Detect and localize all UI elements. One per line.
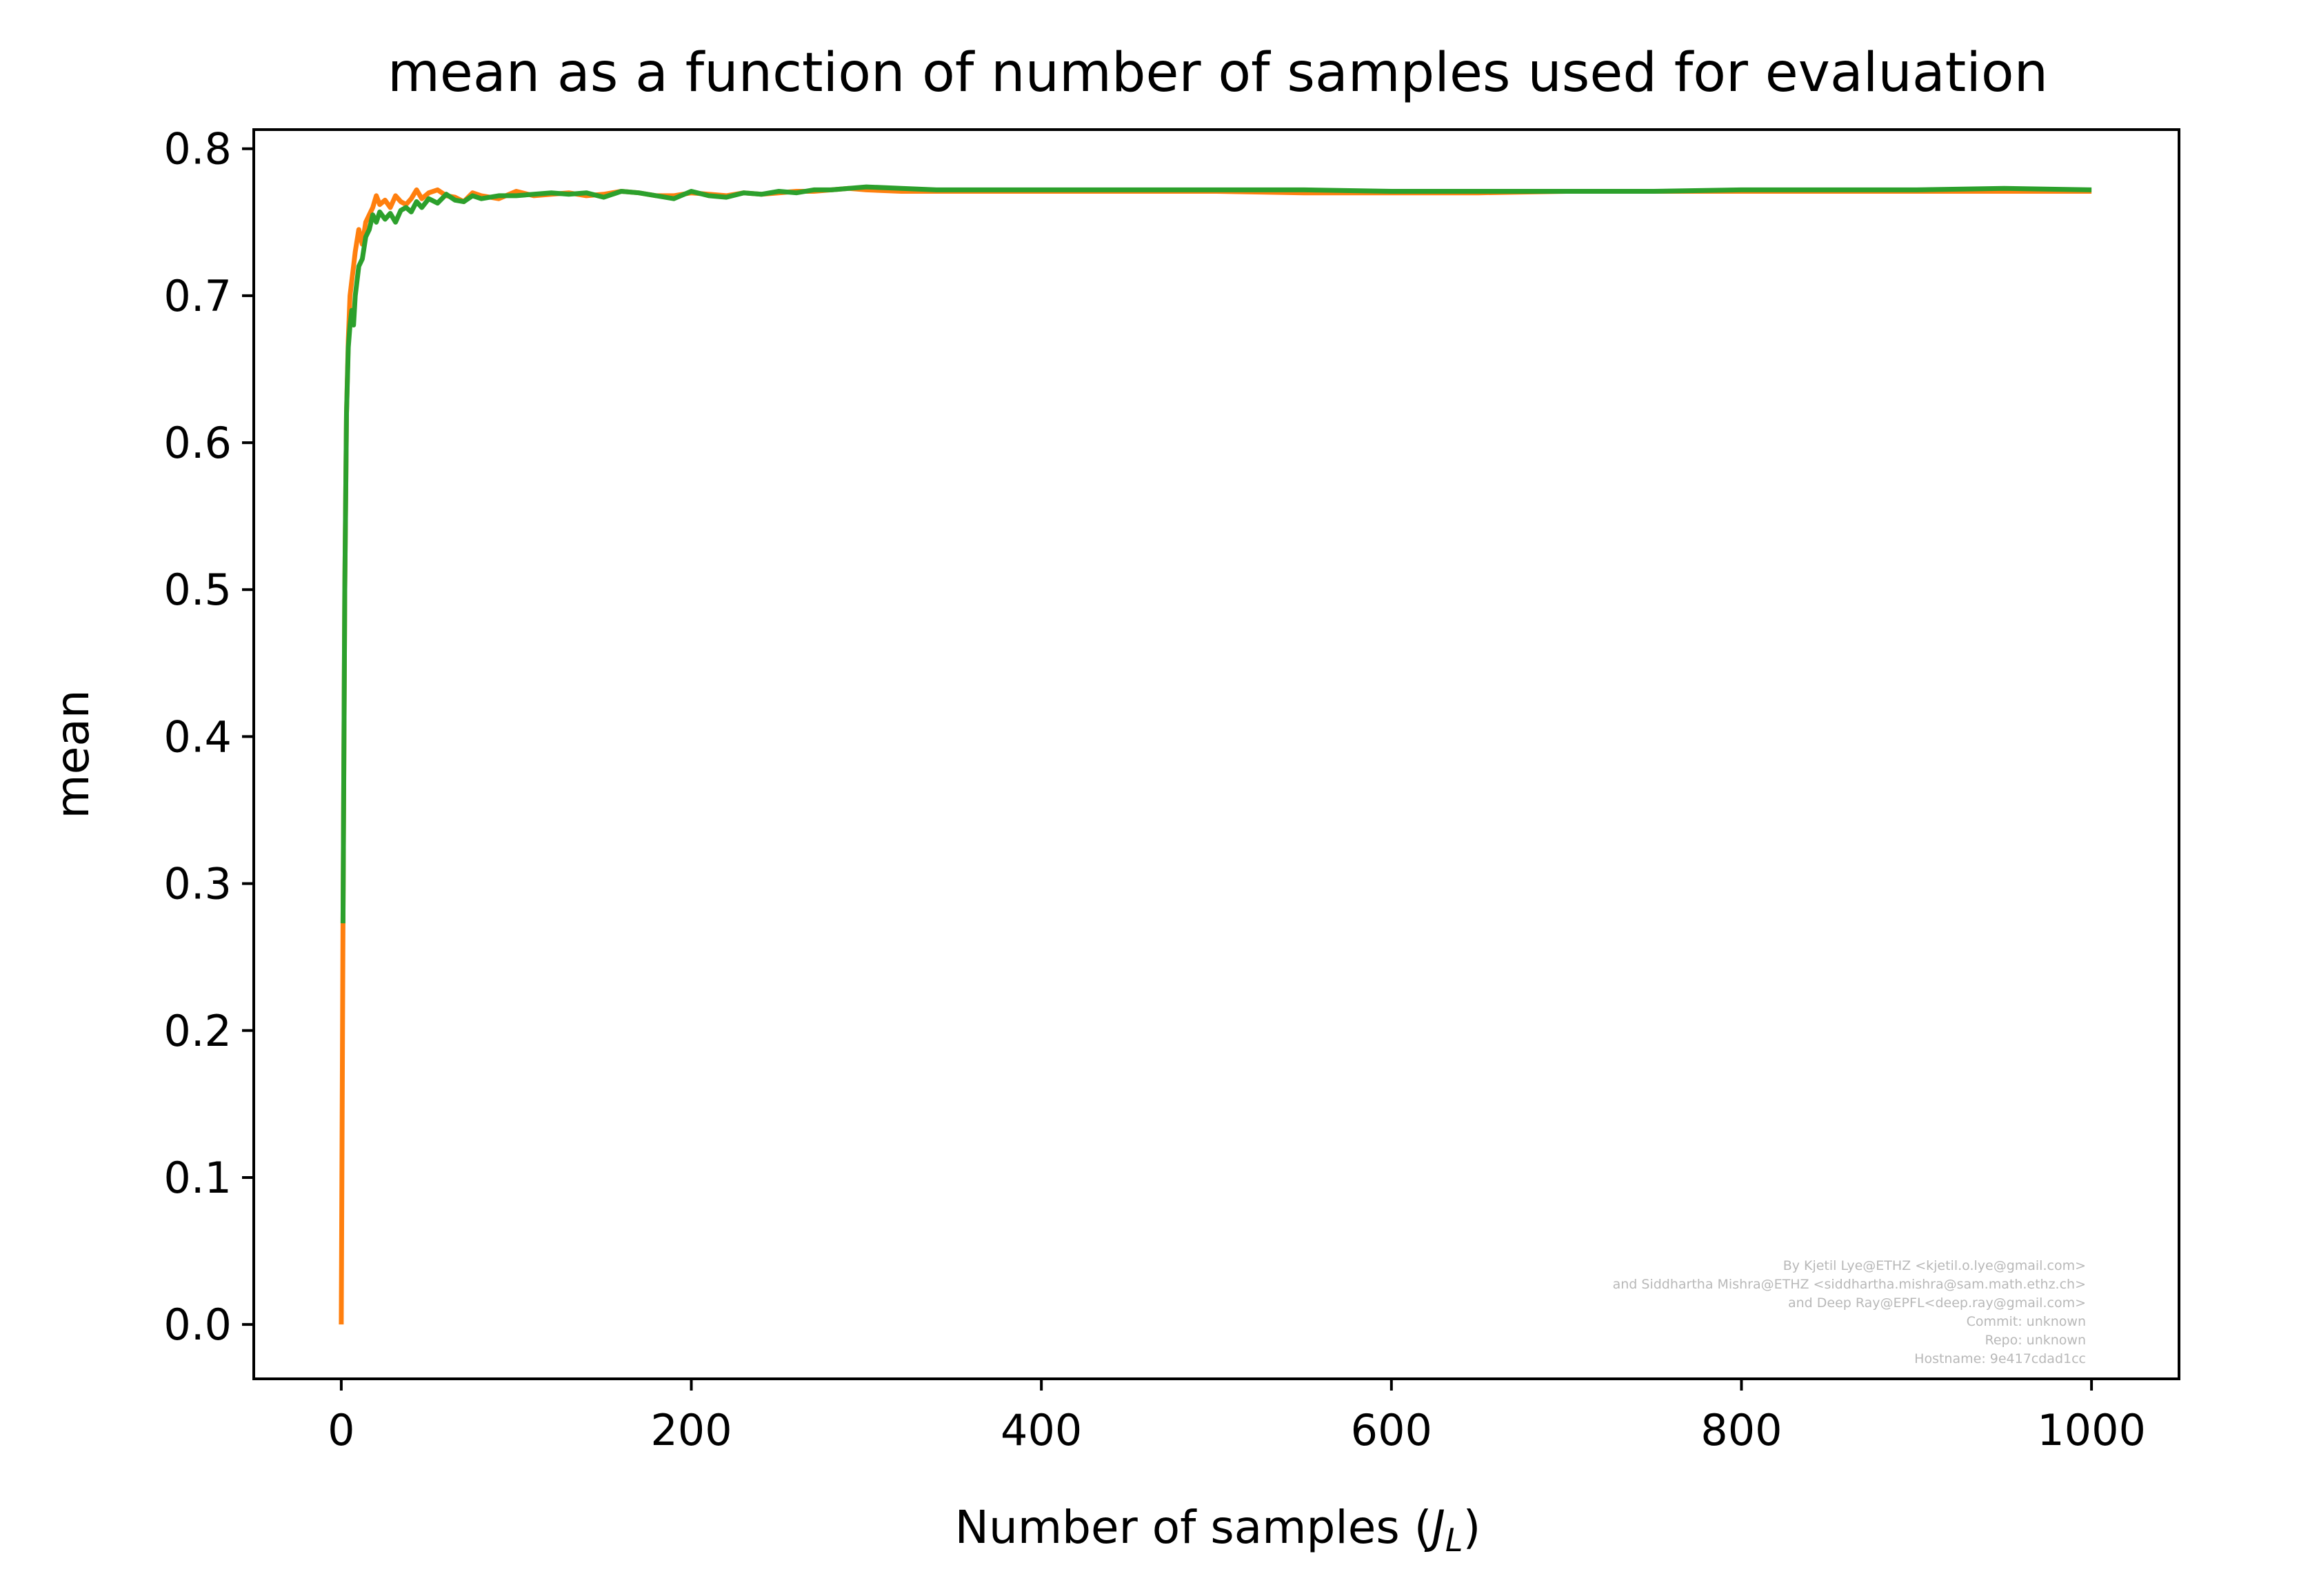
signature-line: By Kjetil Lye@ETHZ <kjetil.o.lye@gmail.c… — [1783, 1258, 2086, 1273]
x-tick-label: 400 — [1001, 1405, 1082, 1455]
y-tick-label: 0.0 — [163, 1300, 232, 1350]
x-tick-label: 600 — [1351, 1405, 1432, 1455]
plot-lines — [339, 184, 2092, 1325]
plot-frame — [252, 128, 2180, 1380]
x-axis-ticks: 0 200 400 600 800 1000 — [328, 1379, 2146, 1455]
x-axis-label-subscript: L — [1445, 1522, 1463, 1559]
y-tick-label: 0.4 — [163, 711, 232, 762]
y-tick-label: 0.1 — [163, 1153, 232, 1203]
signature-line: Repo: unknown — [1985, 1333, 2087, 1348]
x-tick-label: 0 — [328, 1405, 354, 1455]
y-axis-ticks: 0.0 0.1 0.2 0.3 0.4 0.5 0.6 0.7 0.8 — [163, 124, 254, 1350]
chart-title: mean as a function of number of samples … — [388, 42, 2048, 104]
signature-line: Commit: unknown — [1967, 1314, 2086, 1329]
y-tick-label: 0.3 — [163, 859, 232, 909]
series-line-2 — [340, 184, 2092, 924]
x-axis-label-text: Number of samples ( — [955, 1501, 1432, 1554]
x-tick-label: 200 — [650, 1405, 732, 1455]
x-tick-label: 800 — [1700, 1405, 1782, 1455]
signature-line: and Siddhartha Mishra@ETHZ <siddhartha.m… — [1613, 1277, 2086, 1292]
signature-line: and Deep Ray@EPFL<deep.ray@gmail.com> — [1788, 1295, 2086, 1311]
y-tick-label: 0.7 — [163, 271, 232, 321]
author-signature: By Kjetil Lye@ETHZ <kjetil.o.lye@gmail.c… — [1613, 1258, 2086, 1366]
y-tick-label: 0.6 — [163, 418, 232, 468]
signature-line: Hostname: 9e417cdad1cc — [1914, 1351, 2086, 1366]
x-tick-label: 1000 — [2037, 1405, 2146, 1455]
y-axis-label: mean — [46, 689, 99, 818]
y-tick-label: 0.8 — [163, 124, 232, 174]
x-axis-label-close: ) — [1463, 1501, 1481, 1554]
y-tick-label: 0.2 — [163, 1006, 232, 1056]
y-tick-label: 0.5 — [163, 565, 232, 615]
x-axis-label: Number of samples (JL) — [955, 1501, 1481, 1559]
